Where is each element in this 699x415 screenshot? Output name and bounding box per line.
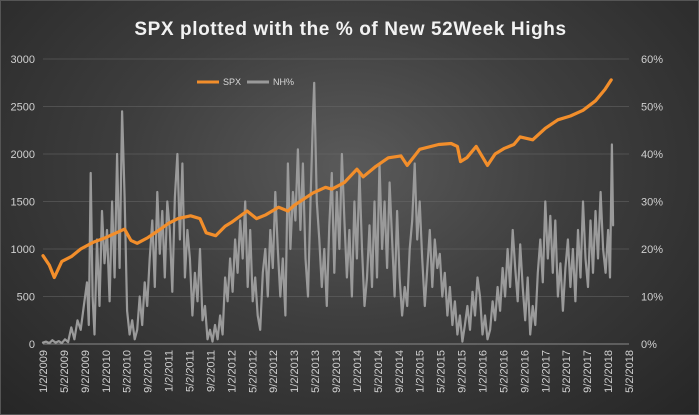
x-tick-label: 9/2/2013 [331,350,343,393]
x-tick-label: 1/2/2010 [101,350,113,393]
x-tick-label: 5/2/2010 [122,350,134,393]
x-tick-label: 9/2/2010 [143,350,155,393]
left-tick-label: 1000 [11,244,35,256]
series-line-nh [41,81,615,345]
left-tick-label: 0 [29,339,35,351]
x-tick-label: 5/2/2016 [498,350,510,393]
x-tick-label: 9/2/2016 [519,350,531,393]
left-tick-label: 3000 [11,54,35,66]
x-tick-label: 9/2/2009 [80,350,92,393]
legend: SPX NH% [197,77,294,87]
x-tick-label: 9/2/2015 [457,350,469,393]
x-tick-label: 5/2/2009 [59,350,71,393]
left-tick-label: 1500 [11,197,35,209]
right-tick-label: 30% [641,197,663,209]
x-tick-label: 1/2/2017 [540,350,552,393]
x-axis-ticks: 1/2/2009 5/2/2009 9/2/2009 1/2/2010 5/2/2010… [38,350,636,393]
x-tick-label: 5/2/2012 [247,350,259,393]
legend-nh-label: NH% [273,77,294,87]
x-tick-label: 9/2/2014 [394,350,406,393]
x-tick-label: 1/2/2014 [352,350,364,393]
right-axis-ticks: 0% 10% 20% 30% 40% 50% 60% [641,54,663,351]
x-tick-label: 1/2/2016 [478,350,490,393]
x-tick-label: 1/2/2011 [164,350,176,392]
left-tick-label: 2500 [11,102,35,114]
right-tick-label: 60% [641,54,663,66]
x-tick-label: 9/2/2012 [268,350,280,393]
x-tick-label: 5/2/2017 [561,350,573,393]
right-tick-label: 50% [641,102,663,114]
x-tick-label: 5/2/2013 [310,350,322,393]
left-tick-label: 500 [17,292,35,304]
x-tick-label: 1/2/2018 [603,350,615,393]
x-tick-label: 5/2/2014 [373,350,385,393]
x-tick-label: 5/2/2018 [624,350,636,393]
x-tick-label: 1/2/2013 [289,350,301,393]
legend-spx-label: SPX [223,77,241,87]
x-tick-label: 9/2/2017 [582,350,594,393]
x-tick-label: 5/2/2011 [184,350,196,392]
left-axis-ticks: 0 500 1000 1500 2000 2500 3000 [11,54,35,351]
x-tick-label: 1/2/2009 [38,350,50,393]
right-tick-label: 40% [641,149,663,161]
x-tick-label: 1/2/2012 [226,350,238,393]
right-tick-label: 0% [641,339,657,351]
series-line-spx [41,78,613,280]
x-tick-label: 5/2/2015 [436,350,448,393]
x-tick-label: 1/2/2015 [415,350,427,393]
left-tick-label: 2000 [11,149,35,161]
series-layer [41,78,615,345]
x-tick-label: 9/2/2011 [205,350,217,392]
right-tick-label: 10% [641,292,663,304]
right-tick-label: 20% [641,244,663,256]
chart-title: SPX plotted with the % of New 52Week Hig… [134,19,567,40]
